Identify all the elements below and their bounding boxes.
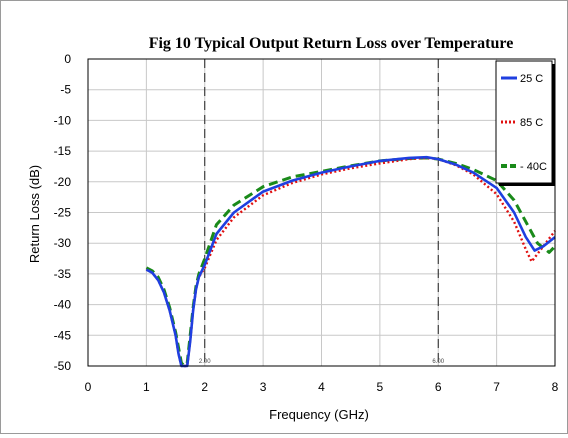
legend: 25 C 85 C - 40C <box>495 60 555 186</box>
frequency-markers: 2.00 6.00 <box>199 59 445 366</box>
tick-labels: 0 -5 -10 -15 -20 -25 -30 -35 -40 -45 -50 0 1 2 3 4 5 6 7 8 <box>54 52 559 394</box>
x-tick-label: 4 <box>318 380 325 394</box>
y-tick-label: -20 <box>54 175 72 189</box>
x-tick-label: 0 <box>85 380 92 394</box>
series-line <box>145 156 556 368</box>
marker-label: 2.00 <box>199 359 211 365</box>
y-tick-label: -40 <box>54 298 72 312</box>
x-tick-label: 8 <box>552 380 559 394</box>
y-tick-label: -45 <box>54 328 72 342</box>
x-tick-label: 2 <box>201 380 208 394</box>
series-line <box>145 156 557 368</box>
x-tick-label: 6 <box>435 380 442 394</box>
y-axis-label: Return Loss (dB) <box>27 165 42 263</box>
y-tick-label: -35 <box>54 267 72 281</box>
y-tick-label: -15 <box>54 144 72 158</box>
x-tick-label: 7 <box>493 380 500 394</box>
legend-label: - 40C <box>520 161 547 173</box>
y-tick-label: -10 <box>54 113 72 127</box>
legend-label: 85 C <box>520 117 543 129</box>
x-tick-label: 1 <box>143 380 150 394</box>
series-group <box>145 155 557 368</box>
y-tick-label: 0 <box>64 52 71 66</box>
marker-label: 6.00 <box>432 359 444 365</box>
chart-title: Fig 10 Typical Output Return Loss over T… <box>149 35 514 52</box>
series-line <box>145 155 556 368</box>
y-tick-label: -30 <box>54 236 72 250</box>
x-axis-label: Frequency (GHz) <box>269 407 369 422</box>
plot-area-border <box>87 58 556 367</box>
y-tick-label: -5 <box>60 83 71 97</box>
y-tick-label: -50 <box>54 359 72 373</box>
x-tick-label: 5 <box>377 380 384 394</box>
grid-lines <box>88 59 555 366</box>
x-tick-label: 3 <box>260 380 267 394</box>
legend-label: 25 C <box>520 73 543 85</box>
y-tick-label: -25 <box>54 206 72 220</box>
